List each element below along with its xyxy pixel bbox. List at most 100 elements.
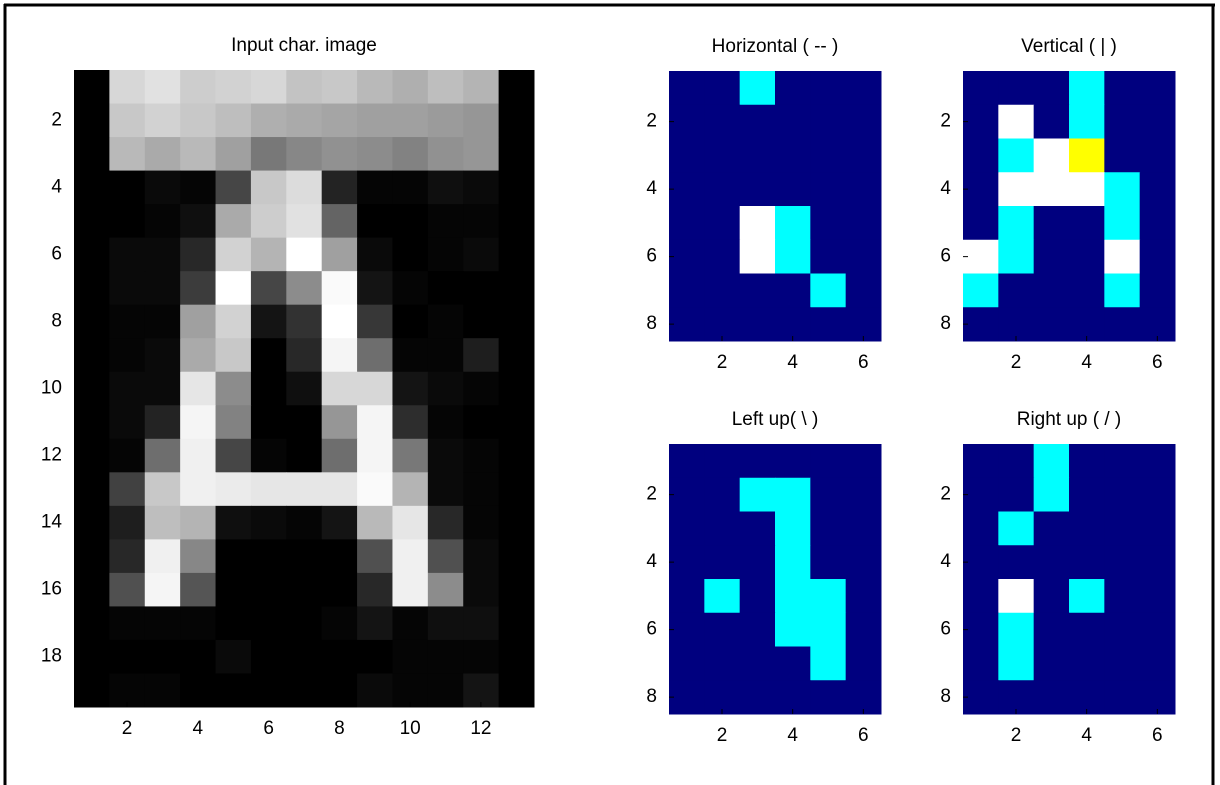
cell <box>998 647 1034 681</box>
cell <box>216 405 252 439</box>
cell <box>463 472 499 506</box>
cell <box>286 606 322 640</box>
cell <box>740 307 776 341</box>
cell <box>1069 478 1105 512</box>
cell <box>499 238 535 272</box>
cell <box>1069 71 1105 105</box>
cell <box>392 640 428 674</box>
cell <box>775 206 811 240</box>
x-tick-label: 4 <box>193 718 204 739</box>
cell <box>846 579 882 613</box>
x-tick-label: 2 <box>717 725 728 746</box>
x-tick-label: 6 <box>858 352 869 373</box>
cell <box>286 305 322 339</box>
cell <box>74 539 110 573</box>
chart-title: Horizontal ( -- ) <box>712 36 839 57</box>
cell <box>740 647 776 681</box>
cell <box>499 372 535 406</box>
cell <box>428 573 464 607</box>
cell <box>963 512 999 546</box>
cell <box>740 172 776 206</box>
cell <box>251 539 287 573</box>
cell <box>216 271 252 305</box>
cell <box>1140 647 1176 681</box>
cell <box>180 104 216 138</box>
cell <box>963 172 999 206</box>
cell <box>322 405 358 439</box>
cell <box>1140 274 1176 308</box>
cell <box>428 271 464 305</box>
y-tick-label: 4 <box>940 551 951 572</box>
cell <box>357 472 393 506</box>
cell <box>251 573 287 607</box>
y-tick-label: 4 <box>51 176 62 197</box>
cell <box>180 271 216 305</box>
cell <box>740 613 776 647</box>
cell <box>180 204 216 238</box>
cell <box>1104 444 1140 478</box>
cell <box>963 240 999 274</box>
cell <box>216 70 252 104</box>
cell <box>463 204 499 238</box>
cell <box>286 238 322 272</box>
cell <box>216 238 252 272</box>
cell <box>74 405 110 439</box>
cell <box>109 472 145 506</box>
y-tick-label: 8 <box>646 686 657 707</box>
y-tick-label: 14 <box>41 512 63 533</box>
cell <box>740 139 776 173</box>
cell <box>392 204 428 238</box>
cell <box>1104 545 1140 579</box>
cell <box>216 104 252 138</box>
cell <box>998 71 1034 105</box>
cell <box>74 271 110 305</box>
cell <box>1069 647 1105 681</box>
cell <box>1034 512 1070 546</box>
cell <box>286 539 322 573</box>
cell <box>180 372 216 406</box>
x-tick-label: 2 <box>122 718 133 739</box>
cell <box>74 104 110 138</box>
cell <box>846 545 882 579</box>
cell <box>1140 512 1176 546</box>
cell <box>669 172 705 206</box>
cell <box>286 405 322 439</box>
cell <box>251 137 287 171</box>
cell <box>392 506 428 540</box>
cell <box>963 71 999 105</box>
cell <box>1069 172 1105 206</box>
cell <box>810 172 846 206</box>
cell <box>251 271 287 305</box>
cell <box>1034 613 1070 647</box>
cell <box>428 338 464 372</box>
cell <box>109 238 145 272</box>
cell <box>322 539 358 573</box>
cell <box>499 204 535 238</box>
cell <box>1069 512 1105 546</box>
cell <box>357 606 393 640</box>
cell <box>286 137 322 171</box>
cell <box>1140 71 1176 105</box>
cell <box>1069 545 1105 579</box>
cell <box>109 539 145 573</box>
chart-title: Right up ( / ) <box>1017 409 1122 430</box>
cell <box>109 137 145 171</box>
cell <box>499 472 535 506</box>
cell <box>74 606 110 640</box>
cell <box>810 680 846 714</box>
cell <box>109 305 145 339</box>
cell <box>810 512 846 546</box>
cell <box>74 506 110 540</box>
cell <box>1069 274 1105 308</box>
cell <box>1140 444 1176 478</box>
cell <box>145 640 181 674</box>
cell <box>357 171 393 205</box>
cell <box>998 105 1034 139</box>
cell <box>499 137 535 171</box>
cell <box>704 613 740 647</box>
cell <box>109 171 145 205</box>
cell <box>216 506 252 540</box>
cell <box>145 204 181 238</box>
cell <box>1140 579 1176 613</box>
x-tick-label: 2 <box>1011 352 1022 373</box>
